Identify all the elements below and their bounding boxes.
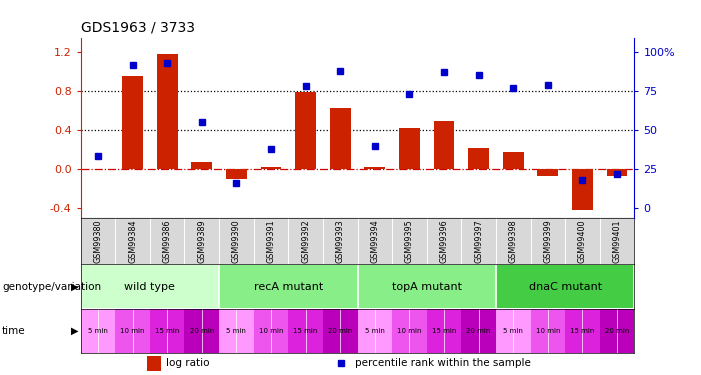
Bar bbox=[600, 309, 634, 352]
Bar bbox=[261, 167, 281, 169]
Bar bbox=[365, 167, 386, 169]
Text: 10 min: 10 min bbox=[121, 328, 145, 334]
Bar bbox=[496, 309, 531, 352]
Bar bbox=[254, 309, 288, 352]
Bar bbox=[392, 309, 427, 352]
Bar bbox=[147, 356, 161, 370]
Bar bbox=[531, 309, 565, 352]
Text: 15 min: 15 min bbox=[294, 328, 318, 334]
Bar bbox=[184, 309, 219, 352]
Bar bbox=[295, 92, 316, 169]
Text: 5 min: 5 min bbox=[88, 328, 108, 334]
Text: GSM99386: GSM99386 bbox=[163, 219, 172, 262]
Text: recA mutant: recA mutant bbox=[254, 282, 323, 292]
Bar bbox=[399, 128, 420, 169]
Bar bbox=[81, 265, 219, 309]
Text: 20 min: 20 min bbox=[328, 328, 353, 334]
Bar bbox=[538, 169, 558, 176]
Text: ▶: ▶ bbox=[71, 326, 78, 336]
Bar bbox=[496, 265, 634, 309]
Text: 15 min: 15 min bbox=[155, 328, 179, 334]
Text: 10 min: 10 min bbox=[259, 328, 283, 334]
Text: dnaC mutant: dnaC mutant bbox=[529, 282, 601, 292]
Bar bbox=[427, 309, 461, 352]
Bar bbox=[468, 148, 489, 169]
Bar bbox=[191, 162, 212, 169]
Bar bbox=[565, 309, 600, 352]
Text: 20 min: 20 min bbox=[189, 328, 214, 334]
Bar bbox=[288, 309, 323, 352]
Bar bbox=[157, 54, 177, 169]
Text: GSM99391: GSM99391 bbox=[266, 219, 275, 263]
Text: GSM99393: GSM99393 bbox=[336, 219, 345, 263]
Bar bbox=[219, 309, 254, 352]
Bar bbox=[358, 309, 392, 352]
Bar bbox=[358, 265, 496, 309]
Text: log ratio: log ratio bbox=[166, 358, 210, 368]
Text: 15 min: 15 min bbox=[571, 328, 594, 334]
Text: GSM99399: GSM99399 bbox=[543, 219, 552, 263]
Text: percentile rank within the sample: percentile rank within the sample bbox=[355, 358, 531, 368]
Text: 5 min: 5 min bbox=[365, 328, 385, 334]
Text: GSM99397: GSM99397 bbox=[474, 219, 483, 263]
Text: GSM99396: GSM99396 bbox=[440, 219, 449, 263]
Bar bbox=[150, 309, 184, 352]
Text: 20 min: 20 min bbox=[605, 328, 629, 334]
Bar bbox=[115, 309, 150, 352]
Text: 5 min: 5 min bbox=[503, 328, 523, 334]
Bar bbox=[503, 152, 524, 169]
Text: GSM99390: GSM99390 bbox=[232, 219, 241, 263]
Text: GSM99401: GSM99401 bbox=[613, 219, 622, 262]
Text: 15 min: 15 min bbox=[432, 328, 456, 334]
Text: GSM99394: GSM99394 bbox=[370, 219, 379, 263]
Text: GSM99380: GSM99380 bbox=[93, 219, 102, 262]
Text: GDS1963 / 3733: GDS1963 / 3733 bbox=[81, 21, 195, 35]
Text: GSM99384: GSM99384 bbox=[128, 219, 137, 262]
Bar bbox=[219, 265, 358, 309]
Text: GSM99389: GSM99389 bbox=[197, 219, 206, 263]
Text: 10 min: 10 min bbox=[536, 328, 560, 334]
Bar bbox=[461, 309, 496, 352]
Text: ▶: ▶ bbox=[71, 282, 78, 292]
Text: GSM99395: GSM99395 bbox=[405, 219, 414, 263]
Text: 10 min: 10 min bbox=[397, 328, 422, 334]
Text: genotype/variation: genotype/variation bbox=[2, 282, 101, 292]
Text: time: time bbox=[2, 326, 26, 336]
Bar bbox=[606, 169, 627, 176]
Bar bbox=[226, 169, 247, 178]
Bar bbox=[572, 169, 593, 210]
Bar bbox=[122, 76, 143, 169]
Text: 5 min: 5 min bbox=[226, 328, 246, 334]
Bar bbox=[81, 309, 115, 352]
Text: 20 min: 20 min bbox=[466, 328, 491, 334]
Text: GSM99400: GSM99400 bbox=[578, 219, 587, 262]
Bar bbox=[330, 108, 350, 169]
Text: topA mutant: topA mutant bbox=[392, 282, 462, 292]
Bar bbox=[434, 121, 454, 169]
Bar bbox=[323, 309, 358, 352]
Text: wild type: wild type bbox=[124, 282, 175, 292]
Text: GSM99392: GSM99392 bbox=[301, 219, 310, 263]
Text: GSM99398: GSM99398 bbox=[509, 219, 518, 263]
